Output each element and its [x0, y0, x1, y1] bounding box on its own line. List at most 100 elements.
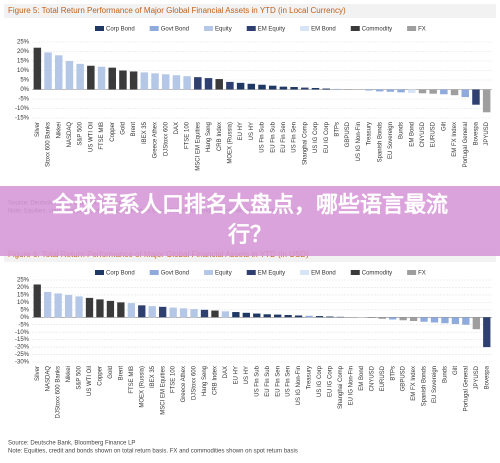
x-tick-label: Gilt — [453, 366, 459, 375]
bar — [268, 85, 277, 90]
bar — [64, 294, 73, 318]
legend-label: Govt Bond — [161, 27, 189, 33]
bar — [247, 83, 256, 90]
legend-swatch — [95, 270, 104, 275]
bar — [190, 309, 198, 318]
bar — [194, 77, 202, 90]
bar — [55, 55, 63, 90]
x-tick-label: NASDAQ — [45, 366, 51, 392]
x-tick-label: EURUSD — [380, 365, 386, 391]
x-tick-label: FTSE 100 — [171, 365, 177, 393]
x-tick-label: Portugal General — [463, 122, 469, 167]
legend-label: Corp Bond — [106, 27, 135, 33]
bar — [386, 89, 395, 92]
x-tick-label: US Fin Sub — [260, 121, 266, 152]
x-tick-label: EU Fin Sen — [275, 366, 281, 397]
bar — [263, 314, 271, 318]
bar — [409, 317, 418, 321]
bar — [200, 309, 209, 318]
bar — [290, 87, 298, 90]
y-tick-label: -15% — [15, 337, 30, 343]
bar — [75, 296, 83, 318]
bar — [76, 63, 84, 90]
x-tick-label: Nikkei — [56, 122, 62, 138]
x-tick-label: US IG Non-Fin — [296, 366, 302, 405]
x-tick-label: Spanish Bonds — [422, 366, 428, 406]
legend-swatch — [149, 26, 159, 31]
bar — [85, 297, 94, 318]
bar — [284, 315, 292, 318]
x-tick-label: CNYUSD — [420, 121, 426, 147]
legend-label: EM Bond — [311, 271, 336, 277]
x-tick-label: Treasury — [367, 122, 373, 145]
y-tick-label: 20% — [17, 49, 30, 55]
x-tick-label: EU Fin Sub — [270, 121, 276, 152]
bar — [365, 89, 373, 91]
x-tick-label: EU Fin Sub — [265, 365, 271, 396]
legend-swatch — [246, 26, 256, 31]
bar — [450, 89, 459, 96]
x-tick-label: BTPs — [334, 122, 340, 137]
bar — [204, 78, 213, 90]
bar — [253, 313, 261, 318]
bar — [408, 89, 416, 93]
x-tick-label: EM Bond — [409, 122, 415, 147]
x-tick-label: EU IG Non-Fin — [348, 366, 354, 405]
bar — [375, 89, 384, 92]
x-tick-label: US HY — [249, 122, 255, 140]
x-tick-label: MSCI EM Equities — [160, 366, 166, 415]
bar — [159, 306, 167, 318]
x-tick-label: JPYUSD — [484, 121, 490, 145]
bar — [127, 303, 135, 318]
x-tick-label: FTSE 100 — [185, 121, 191, 149]
y-tick-label: 5% — [20, 78, 29, 84]
bar — [326, 316, 334, 318]
bar — [33, 284, 41, 318]
bar — [397, 89, 405, 93]
legend-label: FX — [418, 271, 426, 277]
y-tick-label: 15% — [17, 292, 30, 298]
x-tick-label: US Fin Sub — [254, 365, 260, 396]
bar — [294, 315, 303, 318]
legend-swatch — [149, 270, 159, 275]
x-tick-label: EURUSD — [431, 121, 437, 147]
bar — [279, 86, 288, 90]
legend-swatch — [350, 270, 360, 275]
x-tick-label: FTSE MIB — [99, 122, 105, 150]
x-tick-label: DJStoxx 600 — [163, 121, 169, 156]
legend-label: Corp Bond — [106, 271, 135, 277]
bar — [211, 310, 219, 318]
x-tick-label: DJStoxx 600 — [192, 365, 198, 400]
bar — [462, 317, 470, 325]
bar — [44, 291, 52, 318]
y-tick-label: -10% — [15, 106, 30, 112]
bar — [389, 317, 397, 320]
x-tick-label: Shanghai Comp — [302, 121, 308, 165]
bar — [242, 312, 250, 318]
x-tick-label: JPYUSD — [474, 365, 480, 389]
x-tick-label: Copper — [110, 122, 116, 142]
bar — [44, 52, 52, 90]
bar — [106, 300, 115, 318]
y-tick-label: -25% — [15, 352, 30, 358]
legend-label: Commodity — [362, 27, 392, 33]
x-tick-label: Silver — [35, 366, 41, 381]
chart-title: Figure 5: Total Return Performance of Ma… — [8, 6, 346, 15]
y-tick-label: -5% — [18, 322, 29, 328]
bar — [305, 315, 313, 318]
bar — [183, 76, 191, 90]
note: Source: Deutsche Bank, Bloomberg Finance… — [8, 441, 135, 447]
bar — [65, 61, 74, 90]
x-tick-label: US IG Non-Fin — [356, 122, 362, 161]
bar — [96, 299, 104, 318]
x-tick-label: EU IG Corp — [324, 121, 330, 153]
y-tick-label: -30% — [15, 360, 30, 366]
bar — [399, 317, 407, 321]
x-tick-label: US WTI Oil — [88, 122, 94, 152]
legend-swatch — [204, 26, 214, 31]
y-tick-label: 5% — [20, 307, 29, 313]
bar — [451, 317, 460, 324]
bar — [418, 89, 427, 94]
y-tick-label: -5% — [18, 97, 29, 103]
x-tick-label: US HY — [244, 366, 250, 384]
